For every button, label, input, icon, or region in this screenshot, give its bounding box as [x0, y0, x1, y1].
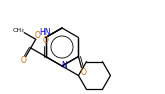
Text: O: O — [81, 68, 86, 77]
Text: O: O — [21, 56, 27, 65]
Text: O: O — [43, 36, 49, 45]
Text: HN: HN — [39, 28, 50, 37]
Text: O: O — [35, 31, 41, 40]
Text: N: N — [61, 61, 67, 70]
Text: CH₃: CH₃ — [12, 28, 24, 33]
